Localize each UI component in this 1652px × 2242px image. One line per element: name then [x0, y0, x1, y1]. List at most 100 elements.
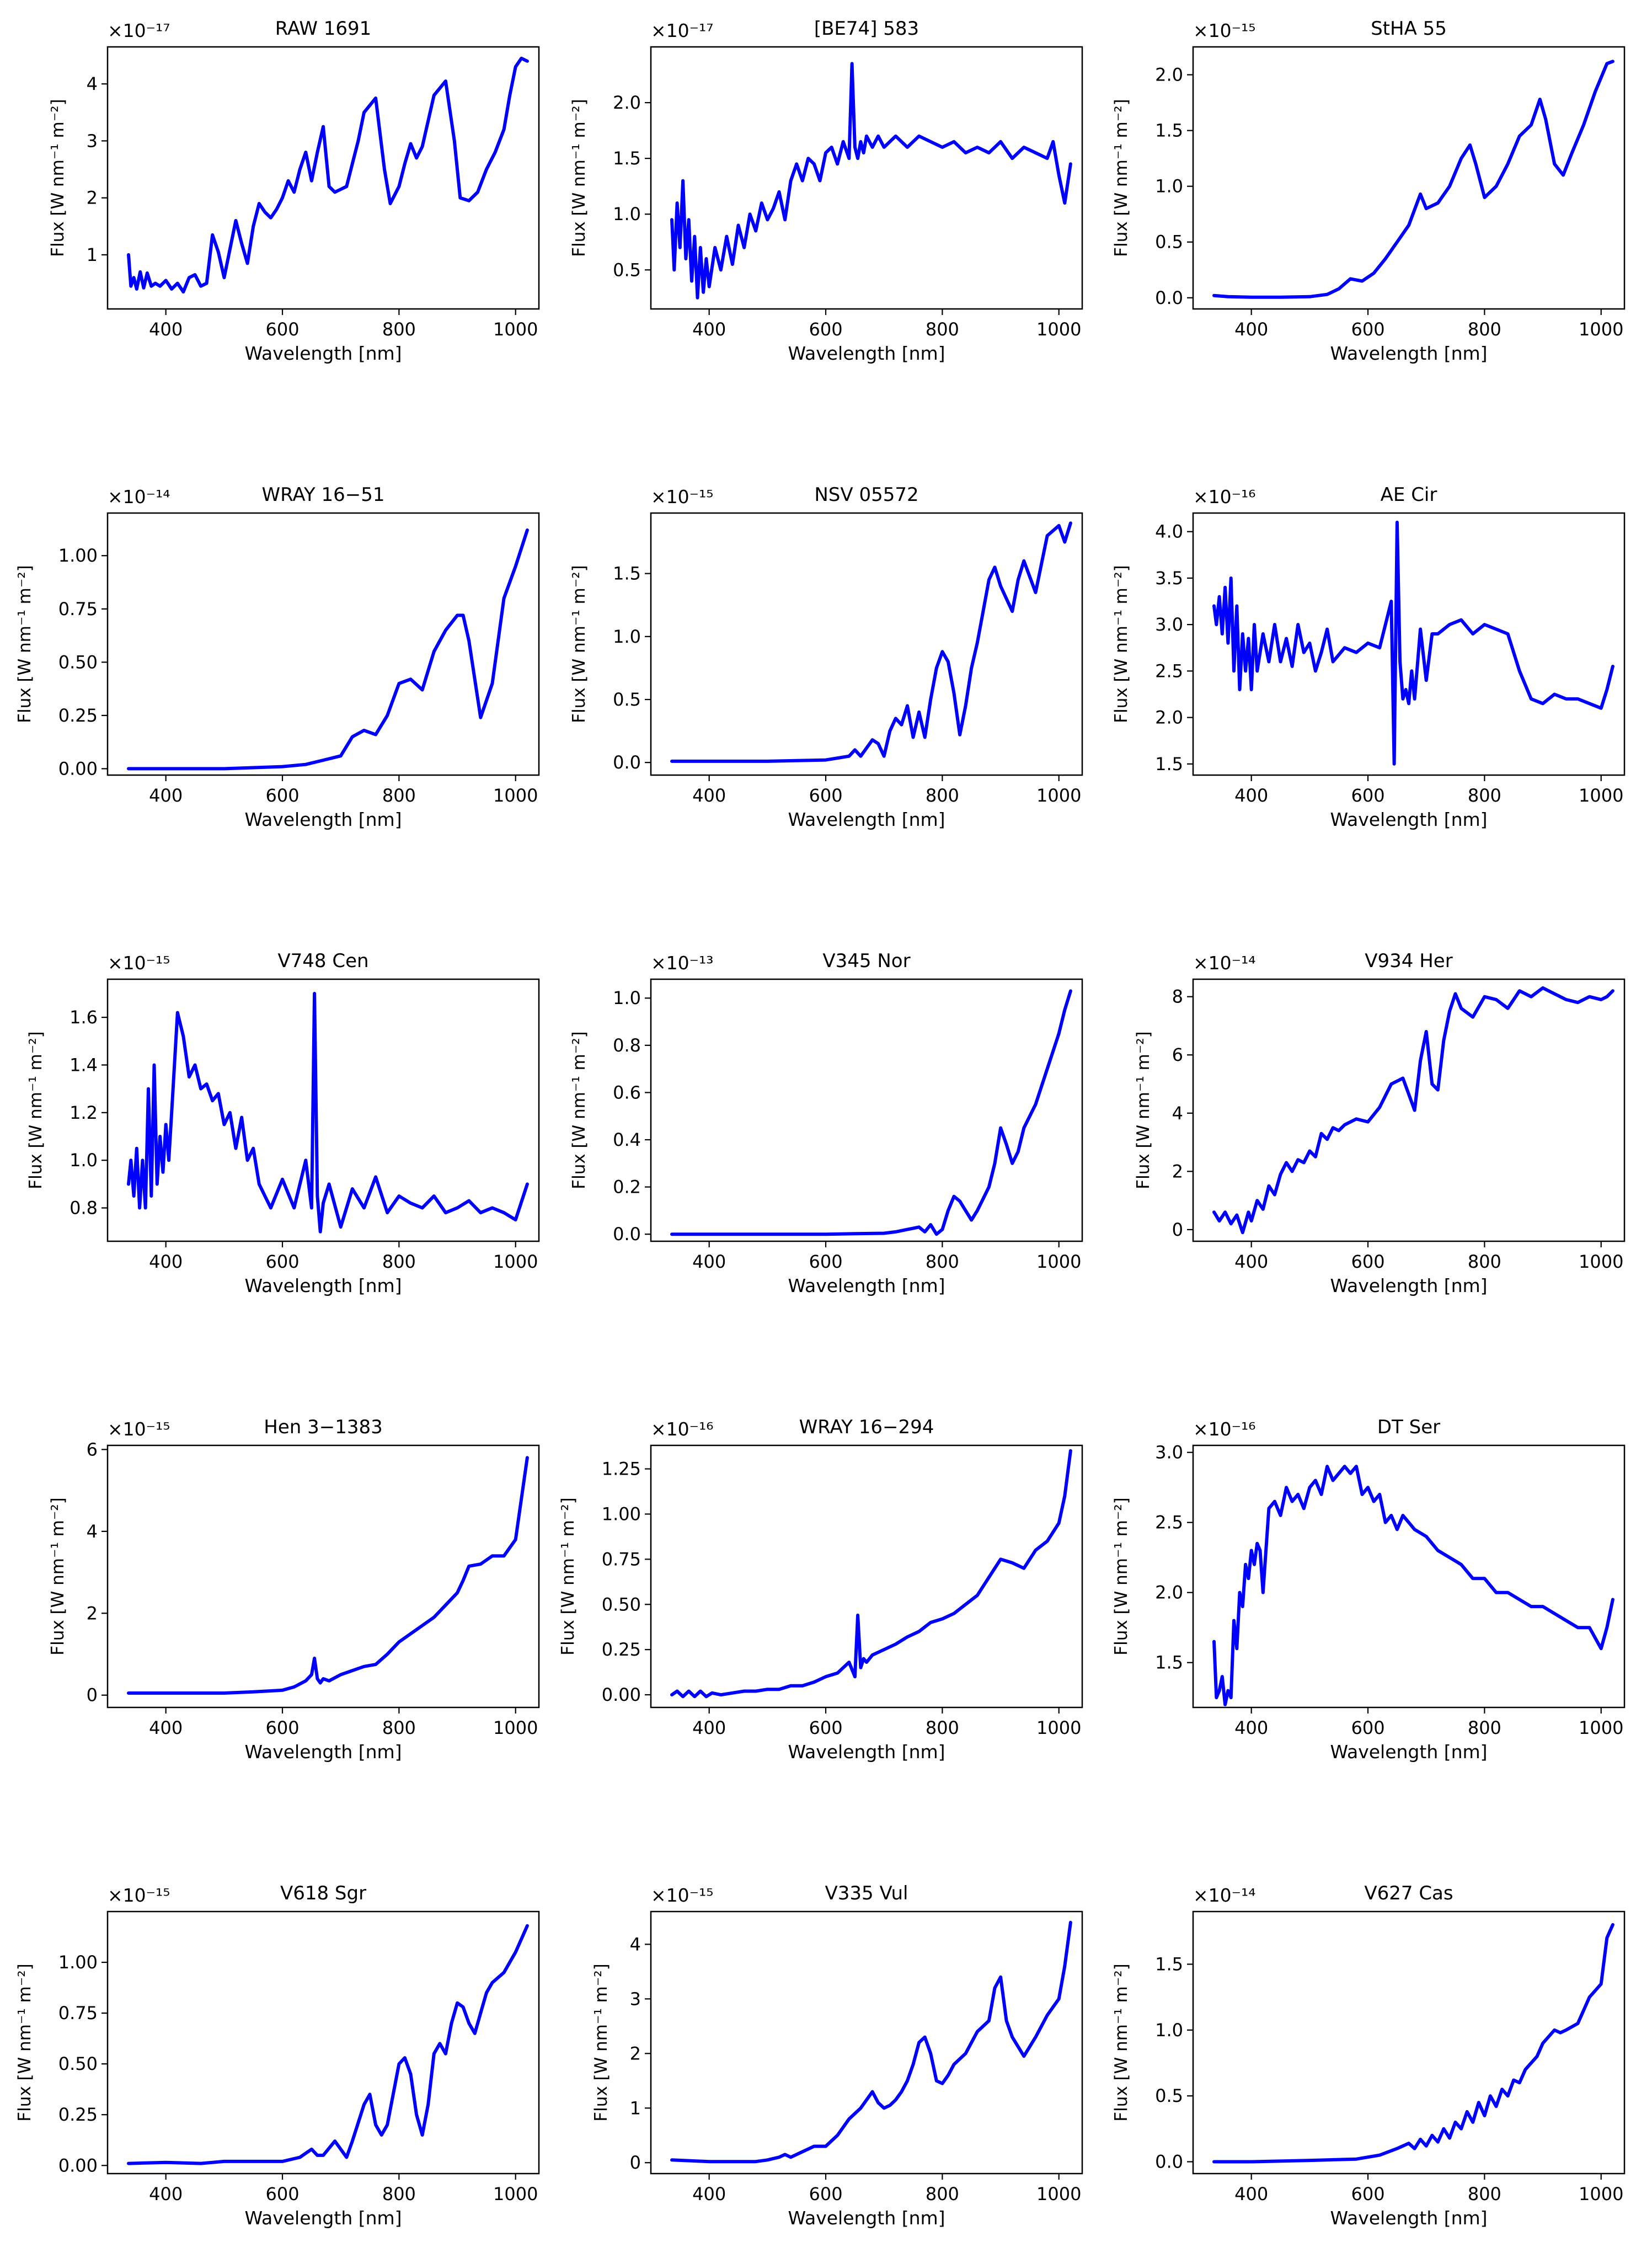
y-tick-label: 8 [1172, 986, 1183, 1007]
axis-multiplier: ×10⁻¹⁵ [108, 1418, 170, 1440]
x-tick-label: 1000 [1579, 319, 1623, 340]
y-axis-label: Flux [W nm⁻¹ m⁻²] [569, 99, 589, 257]
y-tick-label: 0 [630, 2152, 641, 2173]
y-tick-label: 1.0 [1155, 2020, 1183, 2041]
panel-title: NSV 05572 [814, 484, 918, 506]
panel-title: RAW 1691 [275, 18, 372, 40]
y-axis-label: Flux [W nm⁻¹ m⁻²] [569, 1031, 589, 1189]
x-tick-label: 400 [692, 319, 726, 340]
axis-multiplier: ×10⁻¹⁵ [651, 486, 714, 508]
panel-title: DT Ser [1377, 1416, 1440, 1438]
x-tick-label: 400 [149, 1251, 183, 1272]
axes-frame [650, 1444, 1083, 1709]
x-tick-label: 600 [265, 1251, 299, 1272]
y-tick-label: 0.8 [613, 1035, 641, 1056]
panel-8: V934 Her ×10⁻¹⁴ 400 600 800 1000 0 2 4 6 8 Waveleng… [1134, 950, 1626, 1296]
y-tick-label: 1.25 [602, 1459, 641, 1480]
x-axis-label: Wavelength [nm] [788, 1741, 945, 1763]
axes-frame [1192, 1444, 1626, 1709]
y-tick-label: 1.4 [69, 1054, 98, 1075]
y-tick-label: 0 [87, 1685, 98, 1706]
y-tick-label: 2 [87, 188, 98, 209]
y-axis-label: Flux [W nm⁻¹ m⁻²] [15, 565, 35, 723]
y-tick-label: 2 [87, 1603, 98, 1624]
y-tick-label: 4 [1172, 1103, 1183, 1124]
y-tick-label: 1.6 [69, 1007, 98, 1028]
y-tick-label: 0.0 [613, 752, 641, 773]
y-tick-label: 1.00 [58, 1952, 98, 1973]
axis-multiplier: ×10⁻¹⁴ [1193, 1885, 1256, 1906]
x-tick-label: 1000 [493, 319, 538, 340]
flux-series-line [127, 1924, 529, 2165]
axis-multiplier: ×10⁻¹⁵ [108, 952, 170, 974]
y-axis-label: Flux [W nm⁻¹ m⁻²] [591, 1963, 611, 2121]
y-tick-label: 2.0 [1155, 65, 1183, 86]
y-tick-label: 0.25 [58, 705, 98, 726]
y-axis-label: Flux [W nm⁻¹ m⁻²] [1111, 99, 1131, 257]
y-tick-label: 0.0 [1155, 2152, 1183, 2172]
x-tick-label: 800 [926, 785, 959, 806]
x-tick-label: 1000 [1579, 1717, 1623, 1738]
x-axis-label: Wavelength [nm] [244, 809, 402, 830]
flux-series-line [1212, 520, 1614, 766]
y-tick-label: 6 [1172, 1044, 1183, 1065]
y-tick-label: 0.0 [613, 1224, 641, 1245]
panel-title: V627 Cas [1364, 1882, 1453, 1904]
x-tick-label: 1000 [493, 785, 538, 806]
x-tick-label: 1000 [1579, 2184, 1623, 2204]
panel-7: V345 Nor ×10⁻¹³ 400 600 800 1000 0.0 0.2 0.4 0.6 0… [569, 950, 1083, 1296]
y-tick-label: 1.5 [1155, 1652, 1183, 1673]
y-tick-label: 1.5 [613, 148, 641, 169]
axis-multiplier: ×10⁻¹⁶ [651, 1418, 714, 1440]
panel-title: Hen 3−1383 [264, 1416, 383, 1438]
y-tick-label: 2.0 [1155, 1582, 1183, 1603]
y-tick-label: 2 [1172, 1161, 1183, 1182]
y-tick-label: 1.00 [58, 545, 98, 566]
x-axis-label: Wavelength [nm] [1330, 343, 1487, 364]
y-tick-label: 3.0 [1155, 614, 1183, 635]
axes-frame [106, 1910, 540, 2175]
x-tick-label: 1000 [1036, 319, 1081, 340]
flux-series-line [127, 1456, 529, 1695]
x-tick-label: 400 [692, 785, 726, 806]
y-axis-label: Flux [W nm⁻¹ m⁻²] [558, 1497, 578, 1655]
y-tick-label: 0.00 [602, 1684, 641, 1705]
x-axis-label: Wavelength [nm] [244, 343, 402, 364]
x-tick-label: 1000 [1036, 1251, 1081, 1272]
panel-1: [BE74] 583 ×10⁻¹⁷ 400 600 800 1000 0.5 1.0 1.5 2.… [569, 18, 1083, 364]
y-tick-label: 3.5 [1155, 568, 1183, 589]
y-tick-label: 1.0 [613, 987, 641, 1008]
axes-frame [650, 46, 1083, 310]
panel-4: NSV 05572 ×10⁻¹⁵ 400 600 800 1000 0.0 0.5 1.0 1.5… [569, 484, 1083, 830]
y-tick-label: 1 [87, 244, 98, 265]
flux-series-line [127, 528, 529, 771]
panel-title: WRAY 16−294 [799, 1416, 934, 1438]
x-axis-label: Wavelength [nm] [244, 1741, 402, 1763]
y-tick-label: 1.0 [613, 626, 641, 647]
axes-frame [1192, 978, 1626, 1242]
panel-9: Hen 3−1383 ×10⁻¹⁵ 400 600 800 1000 0 2 4 6 Wavelen… [48, 1416, 540, 1763]
x-tick-label: 1000 [493, 2184, 538, 2204]
x-tick-label: 800 [1468, 2184, 1501, 2204]
axes-frame [106, 978, 540, 1242]
x-tick-label: 600 [1351, 1251, 1384, 1272]
x-tick-label: 600 [1351, 319, 1384, 340]
axis-multiplier: ×10⁻¹⁵ [108, 1885, 170, 1906]
y-tick-label: 4.0 [1155, 521, 1183, 542]
panel-title: StHA 55 [1371, 18, 1447, 40]
x-tick-label: 600 [265, 2184, 299, 2204]
x-tick-label: 800 [382, 2184, 416, 2204]
flux-series-line [670, 62, 1072, 300]
x-axis-label: Wavelength [nm] [1330, 2207, 1487, 2229]
y-axis-label: Flux [W nm⁻¹ m⁻²] [1111, 1497, 1131, 1655]
y-tick-label: 1.5 [1155, 120, 1183, 141]
x-tick-label: 800 [382, 319, 416, 340]
x-axis-label: Wavelength [nm] [788, 809, 945, 830]
x-axis-label: Wavelength [nm] [788, 343, 945, 364]
axes-frame [106, 46, 540, 310]
x-tick-label: 400 [1234, 2184, 1268, 2204]
x-tick-label: 400 [149, 785, 183, 806]
x-tick-label: 400 [1234, 319, 1268, 340]
flux-series-line [1212, 986, 1614, 1235]
x-tick-label: 800 [926, 1251, 959, 1272]
